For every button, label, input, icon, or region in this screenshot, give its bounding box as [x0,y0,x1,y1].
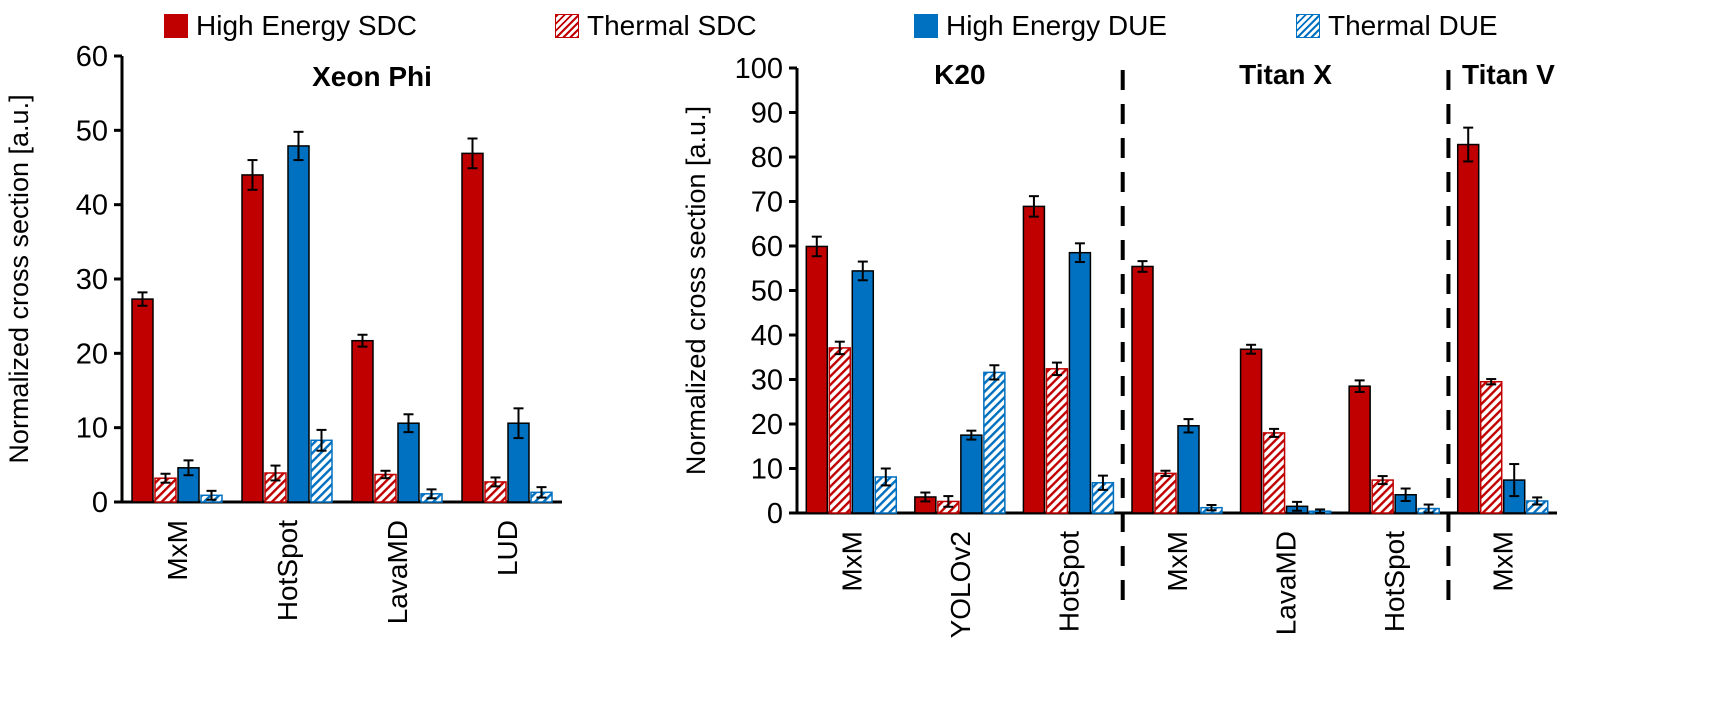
category-label: HotSpot [1053,531,1084,632]
legend-swatch-th-due [1296,14,1320,38]
bar-he-sdc [1456,143,1480,514]
y-tick-label: 100 [735,53,783,85]
bar-he-sdc [241,174,264,503]
bar-he-due [397,422,420,503]
y-axis-title: Normalized cross section [a.u.] [4,94,34,463]
legend: High Energy SDC Thermal SDC High Energy … [0,0,1710,52]
category-label: LUD [492,520,523,576]
y-tick-label: 40 [76,190,108,222]
bar-he-due [851,270,875,514]
group-title-titan-v: Titan V [1462,59,1555,90]
group-title-titan-x: Titan X [1239,59,1332,90]
bar-th-sdc [1045,368,1069,514]
y-tick-label: 30 [76,264,108,296]
y-tick-label: 40 [751,320,783,352]
legend-swatch-he-due [914,14,938,38]
bar-th-sdc [1262,432,1286,514]
category-label: HotSpot [272,520,303,621]
bar-he-sdc [131,298,154,503]
bar-he-sdc [1239,348,1263,514]
bar-he-sdc [351,339,374,503]
legend-item-th-due: Thermal DUE [1296,10,1498,42]
y-tick-label: 50 [76,115,108,147]
category-label: YOLOv2 [945,531,976,638]
y-tick-label: 20 [76,338,108,370]
y-tick-label: 90 [751,98,783,130]
y-tick-label: 0 [92,487,108,519]
y-axis-title: Normalized cross section [a.u.] [681,106,711,475]
category-label: HotSpot [1379,531,1410,632]
legend-label: High Energy SDC [196,10,417,41]
bar-th-sdc [828,347,852,514]
bar-he-sdc [1022,205,1046,514]
y-tick-label: 10 [751,454,783,486]
bar-he-sdc [1348,385,1371,514]
y-tick-label: 30 [751,365,783,397]
y-tick-label: 20 [751,409,783,441]
category-label: LavaMD [1271,531,1302,635]
bar-th-sdc [1479,380,1503,514]
y-tick-label: 70 [751,187,783,219]
legend-label: High Energy DUE [946,10,1167,41]
chart-title-xeon-phi: Xeon Phi [312,61,432,92]
bar-he-due [1068,251,1092,514]
category-label: MxM [1488,531,1519,592]
bar-th-due [983,371,1006,514]
bar-he-sdc [1131,265,1154,514]
legend-item-he-due: High Energy DUE [914,10,1167,42]
category-label: MxM [162,520,193,581]
y-tick-label: 60 [751,231,783,263]
category-label: LavaMD [382,520,413,624]
y-tick-label: 10 [76,413,108,445]
legend-swatch-th-sdc [555,14,579,38]
legend-swatch-he-sdc [164,14,188,38]
y-tick-label: 80 [751,142,783,174]
y-tick-label: 50 [751,276,783,308]
legend-label: Thermal SDC [587,10,757,41]
bar-he-due [287,145,310,503]
bar-he-sdc [461,152,484,503]
bar-he-due [1177,425,1200,514]
bar-he-sdc [805,245,829,514]
group-title-k20: K20 [934,59,985,90]
legend-label: Thermal DUE [1328,10,1498,41]
category-label: MxM [1162,531,1193,592]
category-label: MxM [836,531,867,592]
legend-item-th-sdc: Thermal SDC [555,10,757,42]
bar-th-sdc [1154,472,1177,514]
bar-he-due [960,434,983,514]
y-tick-label: 0 [767,498,783,530]
y-tick-label: 60 [76,41,108,73]
legend-item-he-sdc: High Energy SDC [164,10,417,42]
